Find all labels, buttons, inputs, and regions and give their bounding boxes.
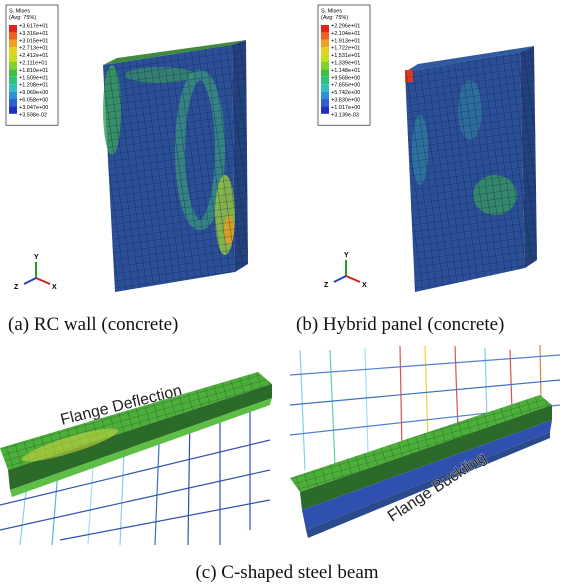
legend-swatch [321,69,329,76]
legend-value: +1.917e+00 [331,105,360,111]
legend-swatch [9,106,17,113]
legend-value: +3.139e-03 [331,112,359,118]
axis-triad: Y Z X [14,254,57,291]
legend-swatch [321,106,329,113]
legend-value: +1.208e+01 [19,83,48,89]
figure: Flange Deflection Flange Buckling (a) RC… [0,0,574,585]
legend-title: S, Mises [321,8,342,14]
rc-wall-model [103,40,248,292]
legend-swatch [321,62,329,69]
caption: (b) Hybrid panel (concrete) [296,314,504,335]
legend-swatch [9,69,17,76]
legend-value: +3.598e-02 [19,112,47,118]
triad-x [36,278,50,284]
legend-title: (Avg: 75%) [9,15,36,21]
legend-swatch [321,40,329,47]
legend-swatch [9,25,17,32]
legend-value: +3.316e+01 [19,31,48,37]
triad-z [24,278,36,284]
legend-value: +9.069e+00 [19,90,48,96]
legend-value: +3.015e+01 [19,38,48,44]
legend-value: +1.810e+01 [19,68,48,74]
beam-buckling-model [290,345,560,538]
legend-value: +2.296e+01 [331,23,360,29]
legend-value: +2.412e+01 [19,53,48,59]
legend-value: +9.568e+00 [331,75,360,81]
legend-value: +1.339e+01 [331,60,360,66]
legend-swatch [321,55,329,62]
caption: (c) C-shaped steel beam [195,562,378,583]
legend-value: +5.742e+00 [331,90,360,96]
legend-swatch [9,55,17,62]
legend-value: +6.058e+00 [19,97,48,103]
legend-swatch [9,99,17,106]
legend-swatch [9,40,17,47]
legend-swatch [9,92,17,99]
triad-label: Z [324,282,329,289]
legend-swatch [321,47,329,54]
triad-label: Z [14,284,19,291]
legend-swatch [9,47,17,54]
page: Flange Deflection Flange Buckling (a) RC… [0,0,574,585]
caption: (a) RC wall (concrete) [8,314,178,335]
axis-triad: Y Z X [324,252,367,289]
legend-value: +7.655e+00 [331,83,360,89]
legend-value: +3.047e+00 [19,105,48,111]
legend-swatch [9,32,17,39]
triad-label: X [362,282,367,289]
triad-x [346,276,360,282]
legend-swatch [321,77,329,84]
triad-label: Y [344,252,349,259]
legend-value: +1.531e+01 [331,53,360,59]
legend-swatch [321,99,329,106]
legend-value: +2.713e+01 [19,46,48,52]
legend: S, Mises(Avg: 75%)+3.617e+01+3.316e+01+3… [6,5,58,125]
legend: S, Mises(Avg: 75%)+2.296e+01+2.104e+01+1… [318,5,370,125]
legend-swatch [9,77,17,84]
legend-swatch [9,62,17,69]
legend-swatch [321,92,329,99]
legend-swatch [321,84,329,91]
triad-label: X [52,284,57,291]
legend-value: +1.913e+01 [331,38,360,44]
legend-value: +3.830e+00 [331,97,360,103]
triad-z [334,276,346,282]
triad-label: Y [34,254,39,261]
hybrid-panel-model [405,46,537,292]
legend-value: +2.104e+01 [331,31,360,37]
legend-value: +3.617e+01 [19,23,48,29]
legend-value: +2.111e+01 [19,60,48,66]
legend-title: S, Mises [9,8,30,14]
legend-swatch [321,32,329,39]
legend-value: +1.148e+01 [331,68,360,74]
legend-title: (Avg: 75%) [321,15,348,21]
legend-value: +1.509e+01 [19,75,48,81]
legend-swatch [9,84,17,91]
legend-value: +1.722e+01 [331,46,360,52]
legend-swatch [321,25,329,32]
